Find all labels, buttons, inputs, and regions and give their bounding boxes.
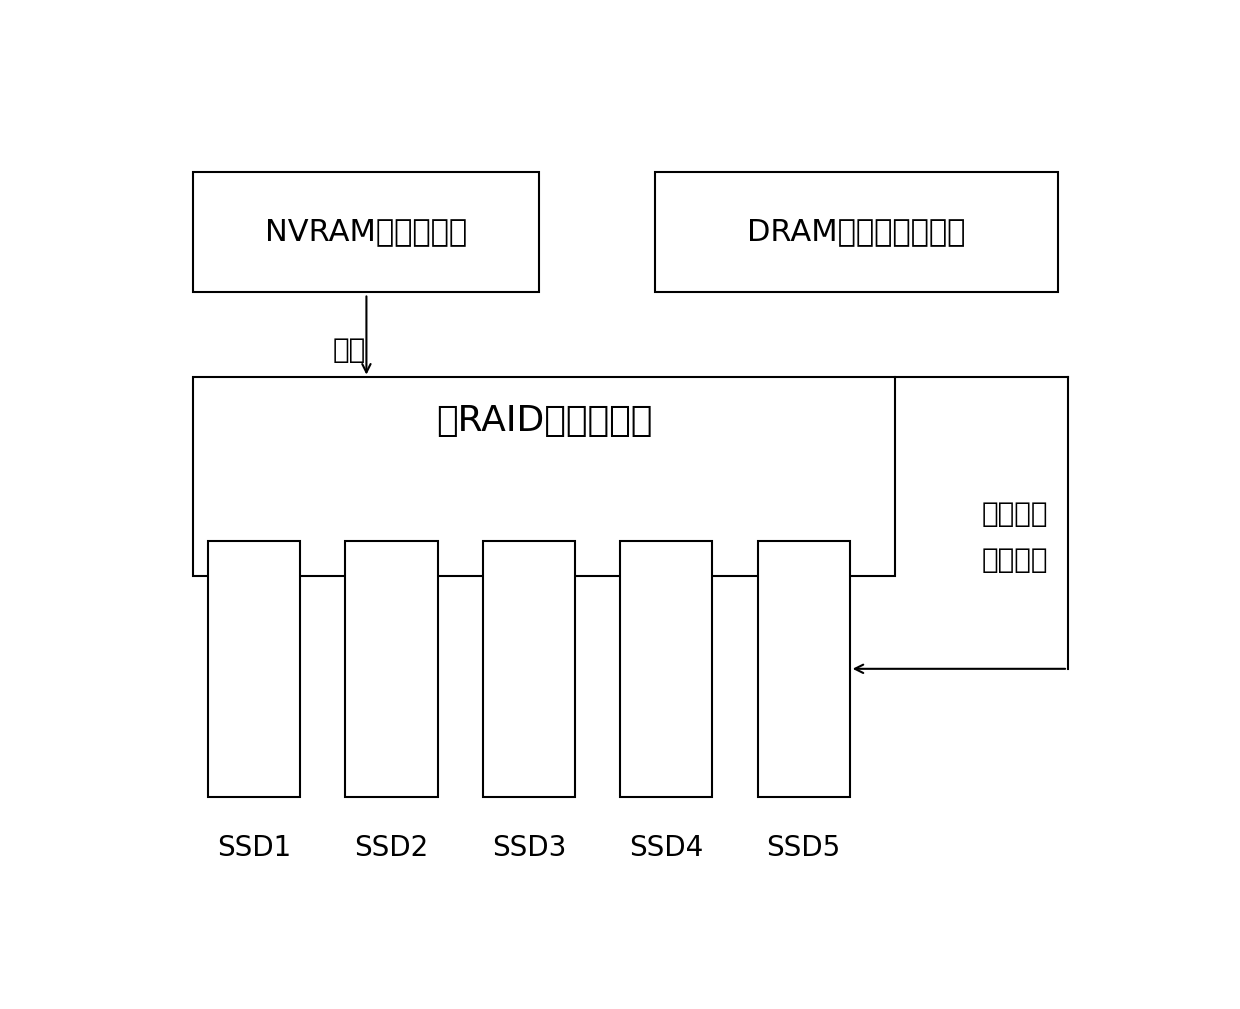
Text: SSD2: SSD2 xyxy=(355,833,429,862)
Text: SSD4: SSD4 xyxy=(629,833,703,862)
Text: DRAM上层写缓存备份: DRAM上层写缓存备份 xyxy=(748,217,966,246)
Text: SSD5: SSD5 xyxy=(766,833,841,862)
Bar xyxy=(620,541,712,797)
Bar xyxy=(193,377,895,575)
Text: NVRAM上层写缓存: NVRAM上层写缓存 xyxy=(265,217,467,246)
Bar xyxy=(482,541,575,797)
Bar xyxy=(208,541,300,797)
Text: 条带: 条带 xyxy=(332,336,366,364)
Bar xyxy=(655,172,1058,292)
Bar xyxy=(758,541,849,797)
Bar xyxy=(345,541,438,797)
Text: 子RAID下层写缓存: 子RAID下层写缓存 xyxy=(436,404,652,438)
Bar xyxy=(193,172,539,292)
Text: 数据还原
校验更新: 数据还原 校验更新 xyxy=(982,499,1048,573)
Text: SSD1: SSD1 xyxy=(217,833,291,862)
Text: SSD3: SSD3 xyxy=(491,833,565,862)
